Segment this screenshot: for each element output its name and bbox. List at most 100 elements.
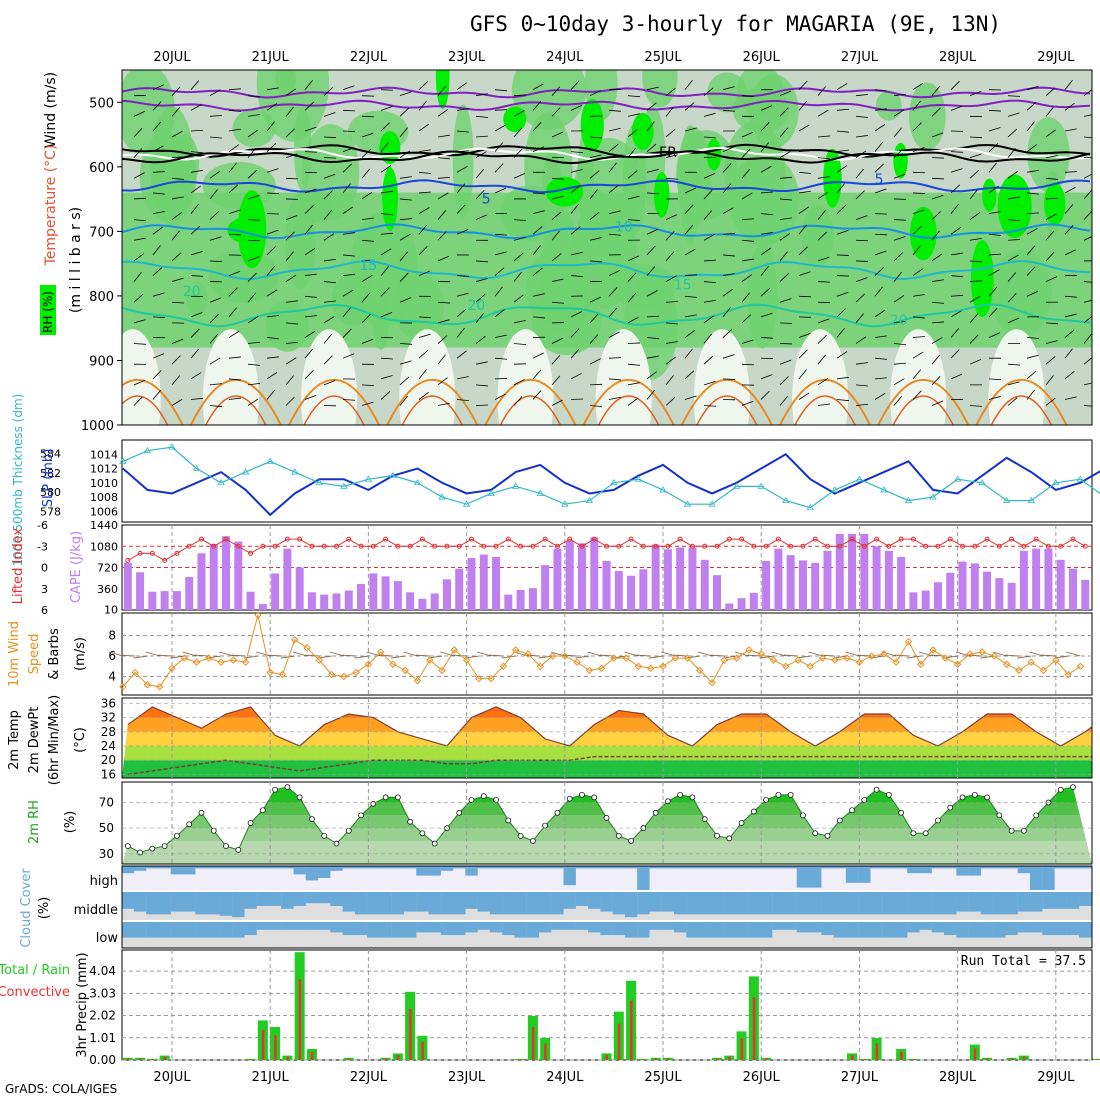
cloud-bar-middle (980, 892, 994, 915)
rh-legend-label: RH (%) (41, 291, 55, 333)
wind-barb (475, 151, 487, 158)
lifted-index-marker (518, 543, 524, 549)
thickness-marker (315, 479, 324, 486)
cloud-bar-low (416, 922, 429, 933)
wind-barb (494, 334, 507, 338)
cloud-bar-high (514, 866, 527, 869)
cape-tick-label: 1080 (90, 540, 118, 553)
wind-barb (285, 341, 298, 344)
lifted-index-marker (739, 536, 745, 542)
wind-barb (931, 177, 945, 180)
cloud-bar-high (588, 866, 601, 869)
cape-bar (1056, 559, 1065, 610)
wind-speed-marker (597, 664, 606, 673)
wind-barb (760, 142, 770, 152)
li-tick-label: -3 (37, 540, 48, 553)
date-label-bottom: 25JUL (644, 1070, 682, 1085)
wind-barb (836, 83, 848, 91)
rh-blob (372, 287, 389, 350)
lifted-index-marker (591, 536, 597, 542)
cape-bar (553, 548, 562, 610)
rh-marker (431, 840, 438, 847)
cloud-bar-high (600, 866, 613, 869)
precip-total-bar (1092, 1058, 1100, 1060)
wind-barb (627, 342, 641, 344)
wind-barb (323, 112, 336, 117)
wind-barb (817, 191, 829, 200)
cloud-bar-low (1066, 922, 1080, 935)
wind-barb (779, 151, 791, 158)
wind-barb-10m (685, 655, 700, 659)
wind-barb (893, 271, 902, 282)
rh-marker (971, 791, 978, 798)
thickness-marker (143, 446, 152, 454)
wind-barb (817, 318, 830, 324)
wind-barb-10m (133, 655, 148, 659)
cloud-bar-high (367, 866, 380, 869)
wind-tick-label: 6 (108, 649, 116, 663)
wind-barb (456, 308, 467, 318)
wind-barb (893, 362, 906, 365)
wind-barb (475, 278, 488, 282)
wind-barb (931, 107, 941, 117)
wind-barb (1026, 192, 1039, 195)
cloud-bar-high (403, 866, 417, 869)
wind-barb (874, 377, 887, 380)
cloud-bar-low (723, 922, 736, 938)
cape-bar (995, 578, 1004, 610)
wind-barb (722, 307, 731, 318)
wind-barb (969, 260, 982, 263)
wind-barb (703, 333, 712, 344)
wind-barb (836, 275, 850, 277)
wind-barb (456, 327, 465, 338)
wind-barb (570, 251, 583, 256)
cloud-level-label: high (90, 874, 118, 889)
lifted-index-marker (1021, 543, 1027, 549)
wind-barb-10m (256, 651, 271, 657)
wind-barb (152, 390, 162, 400)
wind-barb (665, 87, 676, 96)
wind-barb (494, 309, 505, 318)
wind-barb (323, 355, 333, 365)
cloud-bar-high (833, 866, 846, 869)
cloud-bar-low (538, 922, 552, 933)
cape-bar (455, 568, 464, 610)
wind-barb (1064, 396, 1077, 400)
lifted-index-marker (861, 543, 867, 549)
rh-dry-blob (301, 329, 358, 425)
li-tick-label: -6 (37, 519, 48, 532)
cloud-bar-middle (600, 892, 613, 912)
cloud-bar-high (1029, 866, 1043, 890)
cape-bar (148, 591, 157, 610)
wind-barb (304, 80, 313, 90)
wind-barb (323, 300, 336, 303)
thickness-axis-label: 1000-500mb Thickness (dm) (11, 394, 25, 567)
wind-barb (266, 389, 275, 400)
wind-barb (722, 207, 734, 214)
cloud-bar-high (735, 866, 748, 869)
cloud-bar-middle (723, 892, 736, 915)
rh-marker (849, 807, 855, 814)
cloud-bar-low (710, 922, 724, 938)
wind-barb (779, 176, 792, 179)
rh-marker (959, 794, 966, 801)
wind-barb (551, 211, 562, 220)
cloud-frame (121, 865, 1093, 949)
temp-tick-label: 24 (101, 739, 116, 753)
cloud-bar-middle (661, 892, 675, 912)
wind-barb (418, 149, 431, 153)
wind-barb (152, 267, 163, 276)
lifted-index-marker (935, 543, 941, 549)
wind-barb (494, 393, 506, 400)
lifted-index-marker (530, 543, 536, 549)
wind-barb (247, 292, 256, 303)
wind-barb (304, 394, 317, 400)
wind-barb (304, 204, 314, 214)
wind-barb (646, 337, 659, 340)
wind-barb (323, 316, 335, 324)
cape-bar (222, 536, 231, 610)
wind-barb (950, 252, 963, 256)
wind-barb (627, 272, 637, 282)
wind-barb (665, 231, 675, 241)
lifted-index-marker (763, 543, 769, 549)
